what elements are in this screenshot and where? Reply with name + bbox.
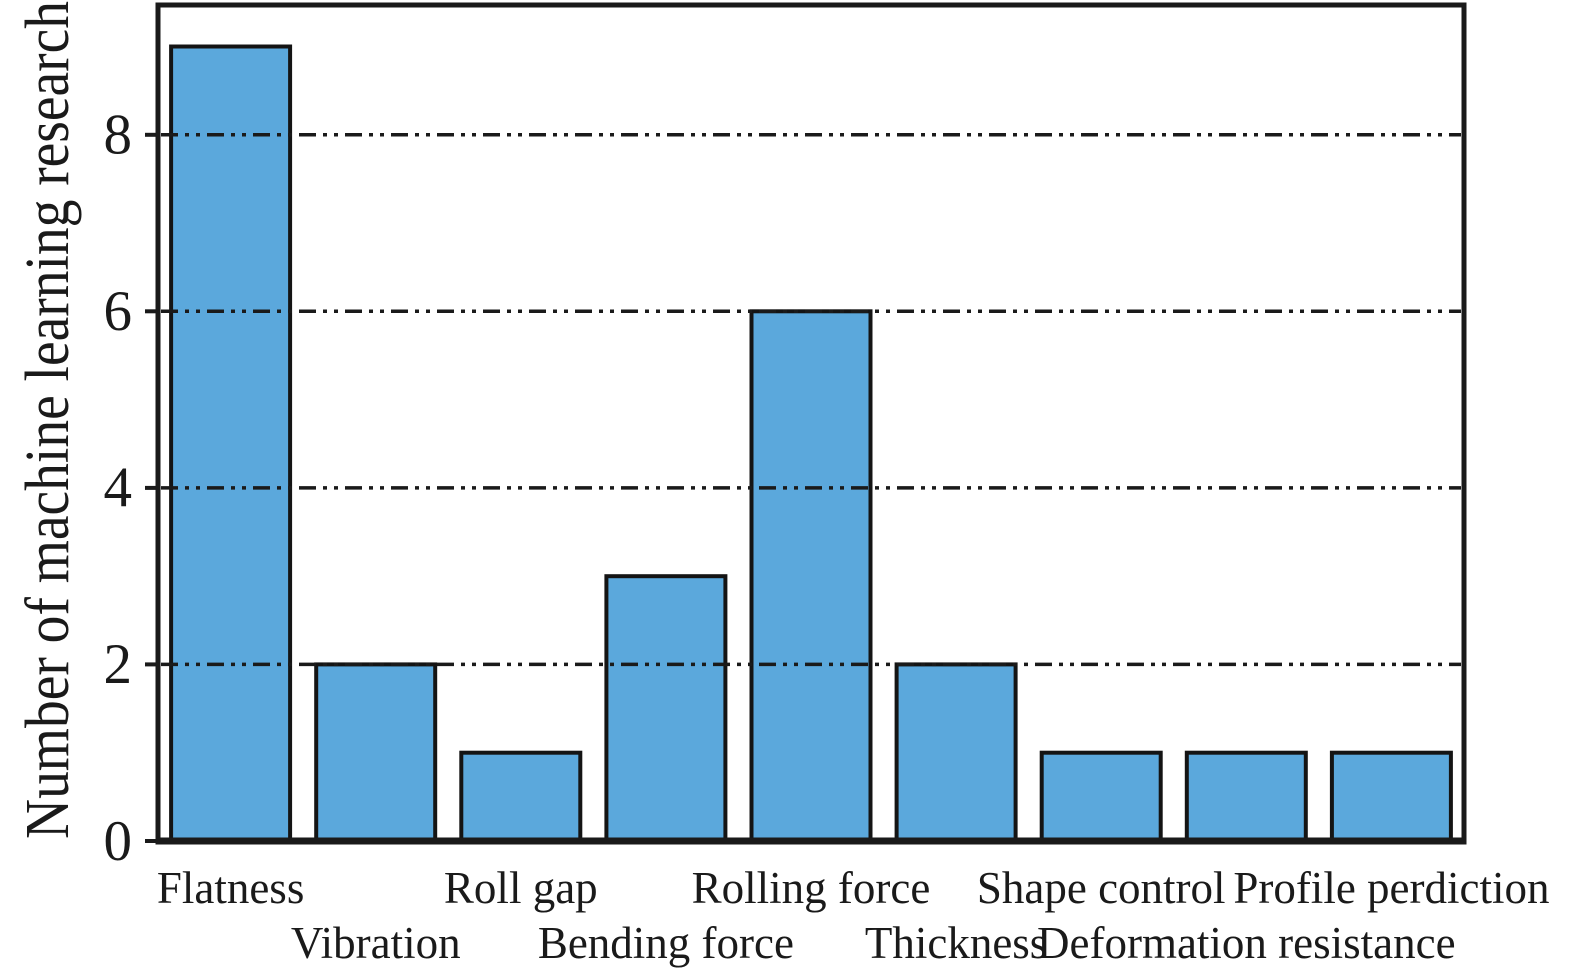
bar-bending-force <box>604 574 728 843</box>
axes-layer <box>145 2 1467 845</box>
y-axis-label: Number of machine learning research <box>14 1 82 839</box>
category-label-roll-gap: Roll gap <box>444 863 598 913</box>
bar-profile-perdiction <box>1329 750 1453 844</box>
y-tick-label-4: 4 <box>104 457 133 520</box>
bars-layer <box>169 44 1453 844</box>
bar-roll-gap <box>459 750 583 844</box>
y-tick-label-6: 6 <box>104 280 133 343</box>
y-tick-label-0: 0 <box>104 810 133 873</box>
category-label-bending-force: Bending force <box>538 918 794 968</box>
category-label-shape-control: Shape control <box>977 863 1226 913</box>
bar-flatness <box>169 44 293 843</box>
category-label-rolling-force: Rolling force <box>692 863 931 913</box>
category-label-thickness: Thickness <box>865 918 1047 968</box>
category-label-vibration: Vibration <box>291 918 461 968</box>
category-label-deformation-resistance: Deformation resistance <box>1037 918 1456 968</box>
bar-vibration <box>314 662 438 844</box>
bar-rolling-force <box>749 309 873 843</box>
bar-shape-control <box>1039 750 1163 844</box>
y-tick-label-8: 8 <box>104 104 133 167</box>
category-label-profile-perdiction: Profile perdiction <box>1233 863 1549 913</box>
category-label-flatness: Flatness <box>157 863 305 913</box>
bar-thickness <box>894 662 1018 844</box>
y-tick-label-2: 2 <box>104 633 133 696</box>
gridlines-layer <box>161 133 1461 667</box>
bar-deformation-resistance <box>1184 750 1308 844</box>
y-tick-labels-layer: 0 2 4 6 8 <box>104 104 133 873</box>
